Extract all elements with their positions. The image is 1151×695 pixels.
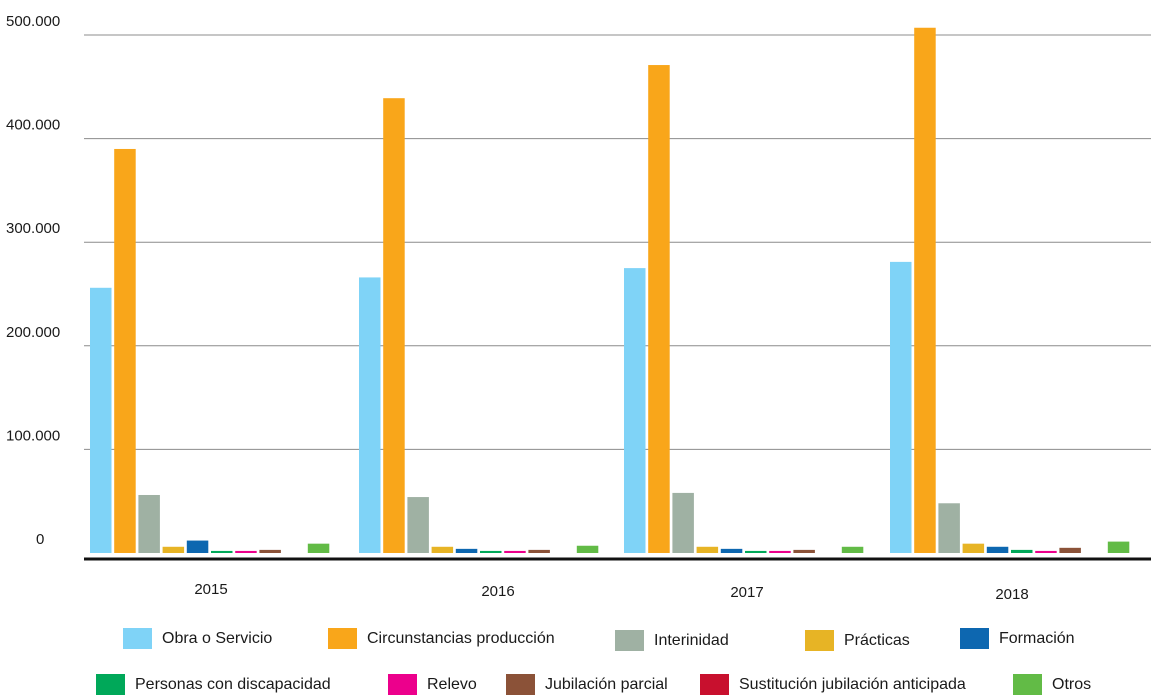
legend-item: Sustitución jubilación anticipada bbox=[700, 674, 966, 695]
x-category-label: 2018 bbox=[995, 586, 1028, 603]
bar-otros-2015 bbox=[307, 543, 330, 553]
bar-otros-2016 bbox=[576, 545, 599, 553]
y-tick-label: 200.000 bbox=[6, 324, 60, 341]
legend-swatch bbox=[700, 674, 729, 695]
y-tick-label: 500.000 bbox=[6, 13, 60, 30]
bar-prácticas-2018 bbox=[962, 543, 985, 553]
legend-swatch bbox=[805, 630, 834, 651]
legend-label: Relevo bbox=[427, 675, 477, 693]
legend-swatch bbox=[506, 674, 535, 695]
bar-otros-2018 bbox=[1107, 541, 1130, 553]
bar-circunstancias-producción-2016 bbox=[383, 98, 405, 554]
legend-swatch bbox=[615, 630, 644, 651]
bar-circunstancias-producción-2017 bbox=[648, 65, 670, 553]
x-category-label: 2015 bbox=[194, 581, 227, 598]
bar-prácticas-2015 bbox=[162, 546, 185, 553]
x-axis-category-labels: 2015 2016 2017 2018 bbox=[194, 581, 1028, 603]
legend-swatch bbox=[96, 674, 125, 695]
x-category-label: 2017 bbox=[730, 584, 763, 601]
legend: Obra o Servicio Circunstancias producción… bbox=[0, 618, 1151, 695]
legend-label: Personas con discapacidad bbox=[135, 675, 331, 693]
bar-formación-2016 bbox=[455, 548, 478, 553]
bar-circunstancias-producción-2018 bbox=[914, 27, 936, 554]
y-tick-label: 400.000 bbox=[6, 117, 60, 134]
legend-label: Circunstancias producción bbox=[367, 629, 555, 647]
legend-swatch bbox=[1013, 674, 1042, 695]
bar-interinidad-2016 bbox=[407, 497, 429, 553]
legend-swatch bbox=[123, 628, 152, 649]
bar-prácticas-2016 bbox=[431, 546, 454, 553]
y-tick-label: 100.000 bbox=[6, 427, 60, 444]
bar-relevo-2015 bbox=[235, 550, 257, 553]
bar-interinidad-2017 bbox=[672, 492, 694, 553]
bar-personas-con-discapacidad-2015 bbox=[211, 550, 233, 553]
legend-label: Interinidad bbox=[654, 631, 729, 649]
bar-jubilación-parcial-2017 bbox=[793, 549, 815, 553]
bar-relevo-2016 bbox=[504, 550, 526, 553]
legend-item: Jubilación parcial bbox=[506, 674, 668, 695]
bar-interinidad-2015 bbox=[138, 494, 160, 553]
bar-formación-2015 bbox=[186, 540, 209, 553]
bar-obra-o-servicio-2018 bbox=[890, 261, 912, 553]
legend-swatch bbox=[960, 628, 989, 649]
bar-jubilación-parcial-2016 bbox=[528, 549, 550, 553]
bar-prácticas-2017 bbox=[696, 546, 719, 553]
bar-circunstancias-producción-2015 bbox=[114, 148, 136, 553]
bars bbox=[90, 27, 1130, 554]
bar-obra-o-servicio-2015 bbox=[90, 287, 112, 553]
legend-swatch bbox=[328, 628, 357, 649]
legend-label: Sustitución jubilación anticipada bbox=[739, 675, 966, 693]
bar-otros-2017 bbox=[841, 546, 864, 553]
legend-item: Circunstancias producción bbox=[328, 628, 555, 649]
legend-item: Obra o Servicio bbox=[123, 628, 272, 649]
legend-item: Interinidad bbox=[615, 630, 729, 651]
bar-relevo-2018 bbox=[1035, 550, 1057, 553]
legend-item: Formación bbox=[960, 628, 1075, 649]
legend-label: Jubilación parcial bbox=[545, 675, 668, 693]
gridlines bbox=[84, 34, 1151, 450]
bar-relevo-2017 bbox=[769, 550, 791, 553]
y-tick-label: 300.000 bbox=[6, 220, 60, 237]
bar-obra-o-servicio-2017 bbox=[624, 268, 646, 553]
legend-item: Relevo bbox=[388, 674, 477, 695]
legend-item: Otros bbox=[1013, 674, 1091, 695]
legend-item: Personas con discapacidad bbox=[96, 674, 331, 695]
bar-personas-con-discapacidad-2017 bbox=[745, 550, 767, 553]
bar-formación-2018 bbox=[986, 546, 1009, 553]
y-axis-tick-labels: 0 100.000 200.000 300.000 400.000 500.000 bbox=[6, 13, 60, 548]
bar-personas-con-discapacidad-2016 bbox=[480, 550, 502, 553]
bar-jubilación-parcial-2018 bbox=[1059, 547, 1081, 553]
legend-label: Formación bbox=[999, 629, 1075, 647]
bar-personas-con-discapacidad-2018 bbox=[1011, 549, 1033, 553]
y-tick-label: 0 bbox=[36, 531, 44, 548]
legend-label: Prácticas bbox=[844, 631, 910, 649]
legend-label: Obra o Servicio bbox=[162, 629, 273, 647]
bar-formación-2017 bbox=[720, 548, 743, 553]
bar-obra-o-servicio-2016 bbox=[359, 277, 381, 553]
legend-swatch bbox=[388, 674, 417, 695]
legend-item: Prácticas bbox=[805, 630, 910, 651]
legend-label: Otros bbox=[1052, 675, 1092, 693]
bar-jubilación-parcial-2015 bbox=[259, 549, 281, 553]
x-category-label: 2016 bbox=[481, 583, 514, 600]
bar-interinidad-2018 bbox=[938, 503, 960, 553]
